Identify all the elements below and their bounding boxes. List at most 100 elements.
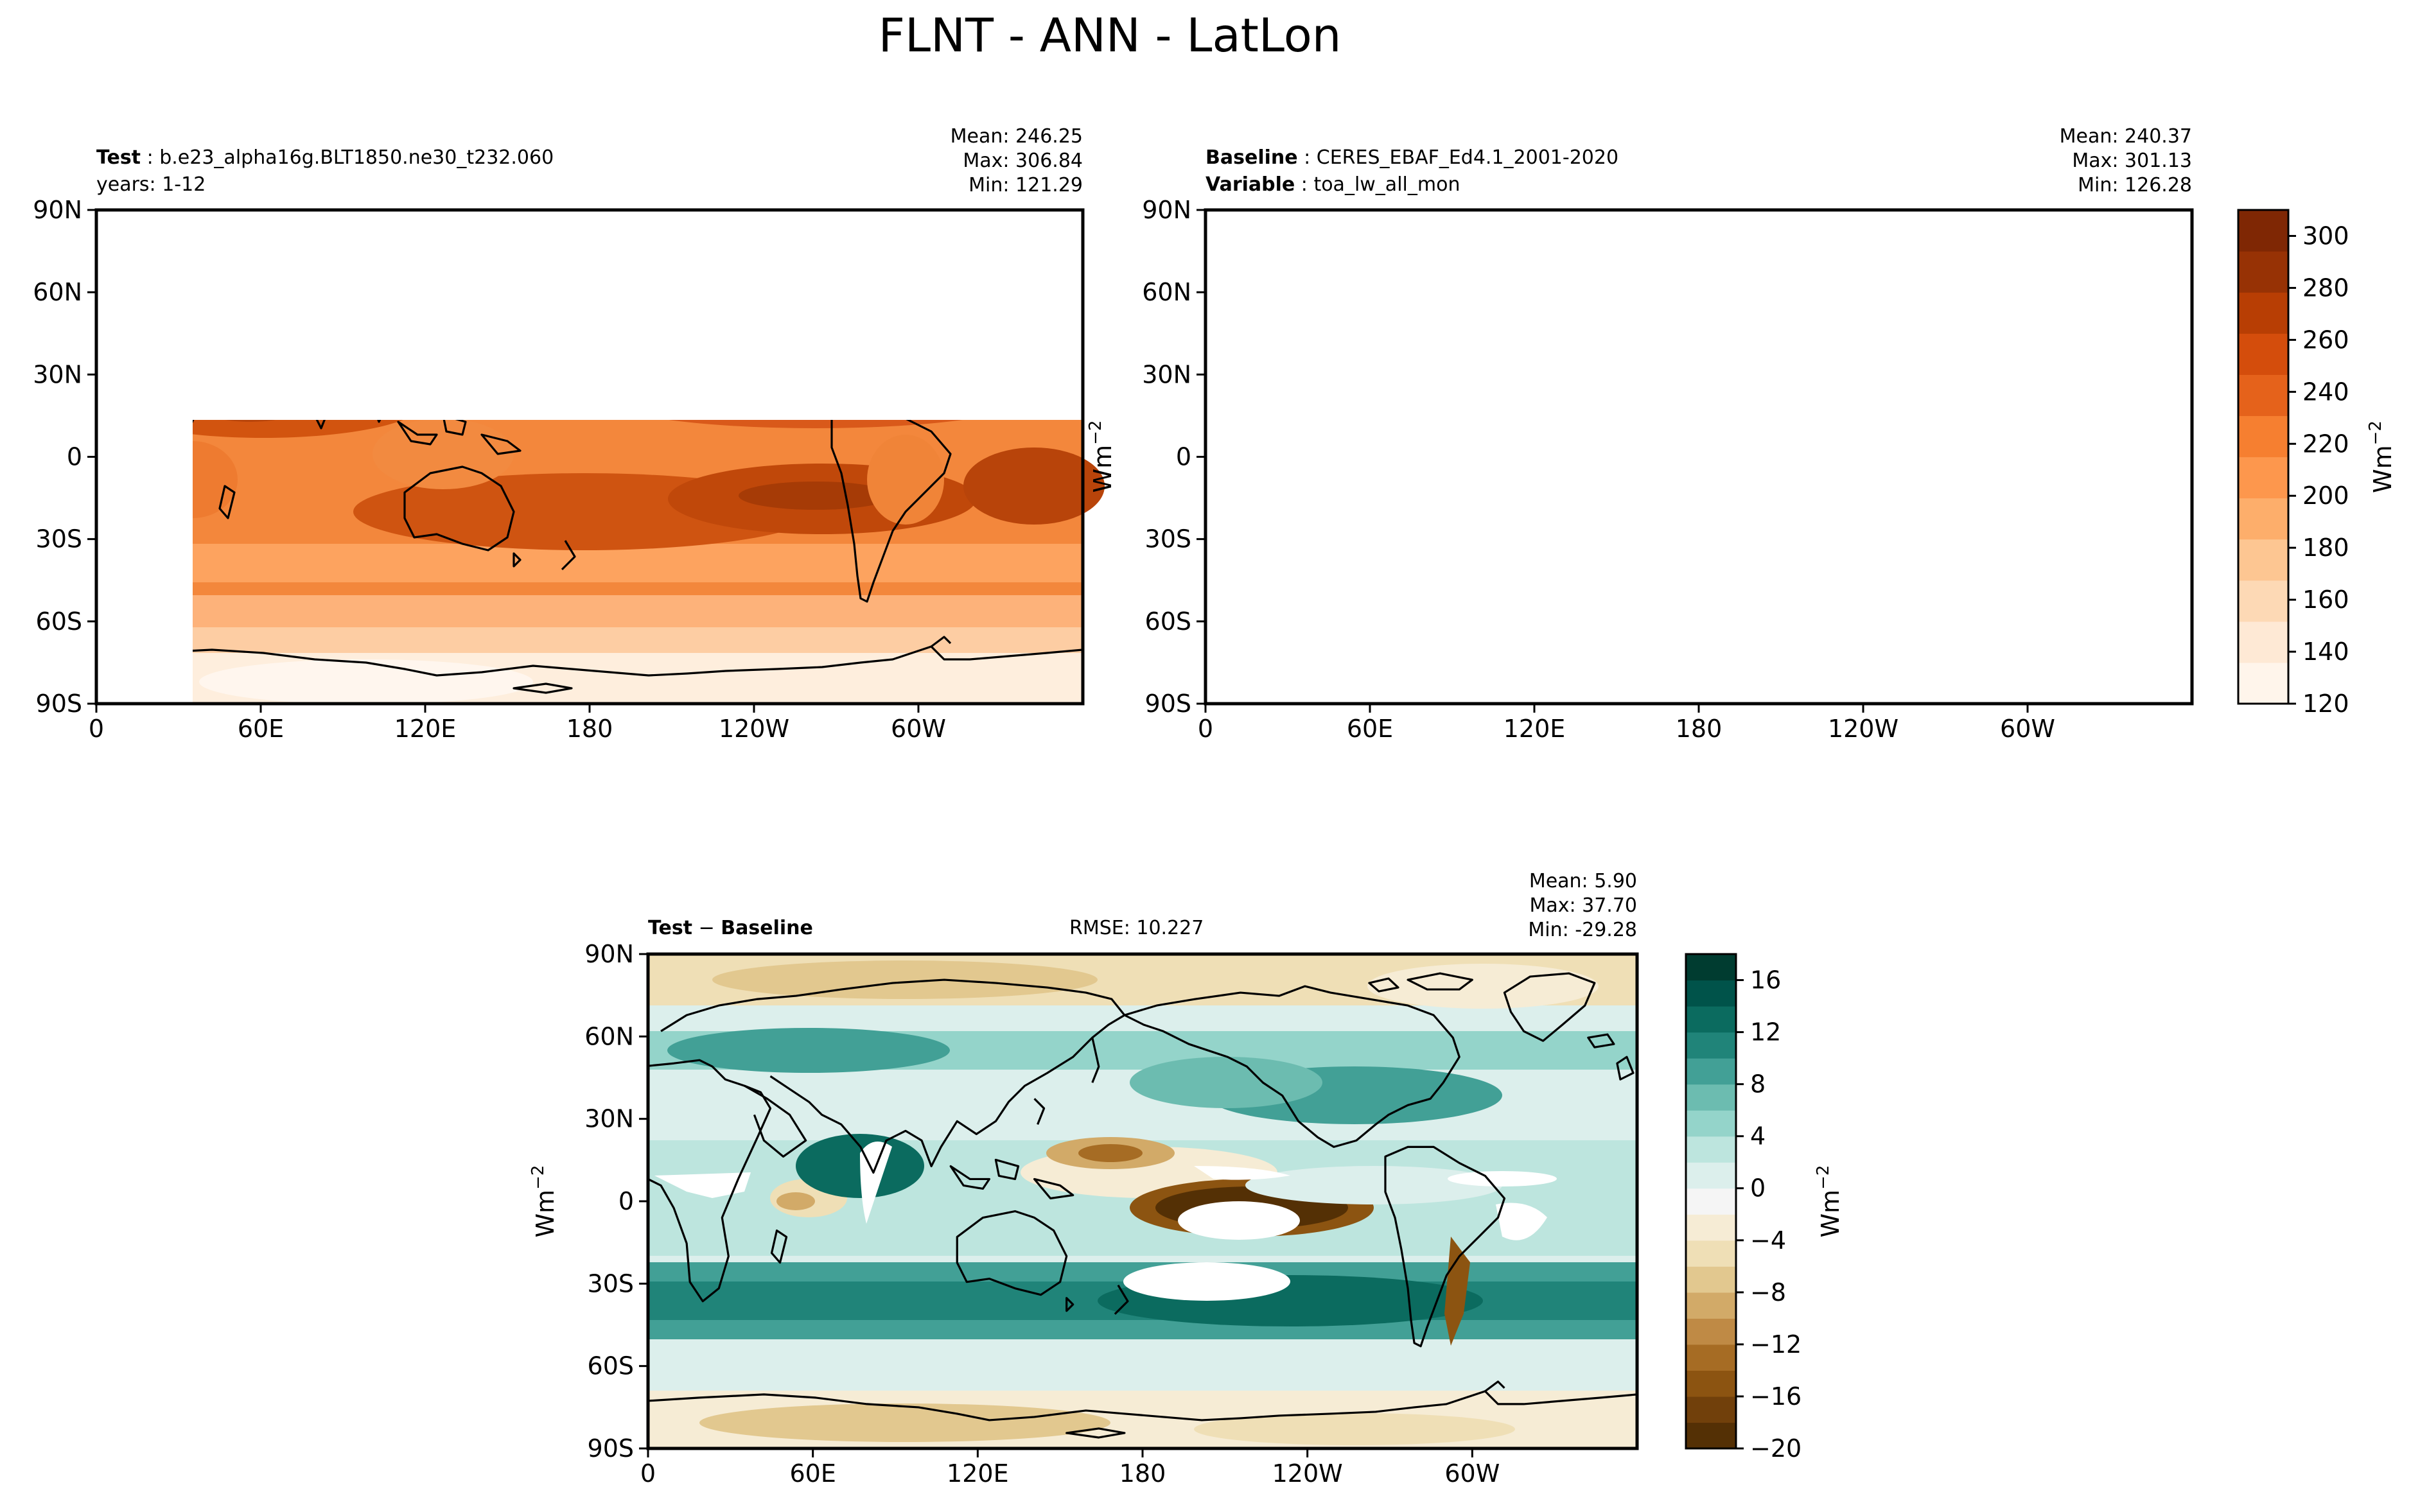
colorbar2-swatch (1686, 1110, 1736, 1137)
baseline-ytick-label: 30S (1145, 525, 1191, 553)
colorbar2-swatch (1686, 1422, 1736, 1449)
figure-title: FLNT - ANN - LatLon (879, 8, 1342, 62)
colorbar2-swatch (1686, 1162, 1736, 1189)
test-xtick-label: 60E (238, 715, 284, 743)
test-stat-min: Min: 121.29 (969, 174, 1083, 196)
baseline-xtick-label: 0 (1198, 715, 1213, 743)
difference-xtick-label: 120W (1272, 1459, 1343, 1488)
test-ytick-label: 0 (67, 443, 82, 471)
colorbar2-swatch (1686, 1084, 1736, 1111)
test-xtick-label: 120W (719, 715, 789, 743)
mid-ylabel: Wm−2 (1086, 421, 1117, 493)
difference-stat-max: Max: 37.70 (1529, 894, 1637, 917)
difference-colorbar: 16 12 8 4 0 −4 −8 −12 −16 −20 Wm−2 (1685, 953, 1845, 1463)
baseline-stat-mean: Mean: 240.37 (2060, 125, 2192, 148)
baseline-stat-max: Max: 301.13 (2072, 150, 2192, 172)
colorbar1-tick-label: 300 (2302, 222, 2349, 250)
difference-ytick-label: 90N (584, 940, 634, 968)
colorbar2-tick-label: 4 (1750, 1122, 1766, 1151)
colorbar1-label: Wm−2 (2366, 421, 2397, 493)
baseline-stat-min: Min: 126.28 (2078, 174, 2192, 196)
difference-ylabel: Wm−2 (529, 1165, 559, 1238)
difference-panel: Test − Baseline RMSE: 10.227 Mean: 5.90 … (529, 870, 1639, 1488)
difference-rmse: RMSE: 10.227 (1069, 917, 1204, 939)
test-xtick-label: 180 (566, 715, 613, 743)
test-stat-mean: Mean: 246.25 (951, 125, 1083, 148)
colorbar1-swatch (2238, 498, 2288, 540)
baseline-ytick-label: 30N (1142, 360, 1191, 388)
difference-axes: 0 60E 120E 180 120W 60W 90N 60N 30N 0 30S 60S 90S (584, 940, 1500, 1488)
difference-xtick-label: 0 (640, 1459, 656, 1488)
colorbar2-label: Wm−2 (1814, 1165, 1845, 1238)
difference-xtick-label: 120E (947, 1459, 1009, 1488)
difference-ytick-label: 60S (588, 1352, 634, 1380)
baseline-xtick-label: 120E (1504, 715, 1566, 743)
baseline-axes: 0 60E 120E 180 120W 60W 90N 60N 30N 0 30S 60S 90S (1142, 196, 2055, 743)
test-ytick-label: 60N (33, 278, 82, 306)
test-ytick-label: 30N (33, 360, 82, 388)
colorbar2-tick-label: 8 (1750, 1070, 1766, 1099)
colorbar2-swatch (1686, 1006, 1736, 1033)
baseline-ytick-label: 60N (1142, 278, 1191, 306)
colorbar2-swatch (1686, 1058, 1736, 1085)
baseline-panel: Baseline : CERES_EBAF_Ed4.1_2001-2020 Va… (1086, 125, 2194, 743)
test-xtick-label: 0 (89, 715, 104, 743)
baseline-label: Baseline : CERES_EBAF_Ed4.1_2001-2020 (1206, 146, 1618, 169)
difference-ytick-label: 90S (588, 1434, 634, 1463)
colorbar2-tick-label: −16 (1750, 1382, 1802, 1411)
colorbar2-swatch (1686, 1240, 1736, 1267)
difference-stat-mean: Mean: 5.90 (1529, 870, 1637, 892)
baseline-colorbar: 120 140 160 180 200 220 240 260 280 300 Wm−2 (2237, 209, 2397, 718)
baseline-xtick-label: 60W (2000, 715, 2055, 743)
difference-xtick-label: 180 (1119, 1459, 1166, 1488)
difference-xtick-label: 60W (1444, 1459, 1500, 1488)
colorbar1-swatch (2238, 456, 2288, 499)
colorbar2-swatch (1686, 1188, 1736, 1215)
colorbar2-tick-label: −20 (1750, 1434, 1802, 1463)
baseline-ytick-label: 90S (1145, 690, 1191, 718)
colorbar1-tick-label: 280 (2302, 274, 2349, 302)
difference-xtick-label: 60E (789, 1459, 836, 1488)
colorbar1-tick-label: 120 (2302, 690, 2349, 718)
test-axes: 0 60E 120E 180 120W 60W 90N 60N 30N 0 30S 60S 90S (33, 196, 946, 743)
test-ytick-label: 90N (33, 196, 82, 224)
colorbar1-tick-label: 200 (2302, 482, 2349, 510)
difference-label: Test − Baseline (648, 917, 813, 939)
test-xtick-label: 120E (394, 715, 457, 743)
colorbar2-swatch (1686, 1136, 1736, 1163)
difference-stat-min: Min: -29.28 (1528, 919, 1637, 941)
colorbar1-tick-label: 220 (2302, 430, 2349, 458)
colorbar2-swatch (1686, 1214, 1736, 1241)
baseline-ytick-label: 0 (1176, 443, 1191, 471)
test-stat-max: Max: 306.84 (963, 150, 1083, 172)
colorbar1-swatch (2238, 292, 2288, 334)
colorbar1-tick-label: 160 (2302, 586, 2349, 614)
colorbar2-tick-label: 0 (1750, 1174, 1766, 1203)
colorbar1-swatch (2238, 374, 2288, 417)
baseline-xtick-label: 60E (1347, 715, 1393, 743)
colorbar2-tick-label: −12 (1750, 1330, 1802, 1359)
test-ytick-label: 30S (36, 525, 82, 553)
colorbar2-frame (1685, 953, 1737, 1450)
colorbar2-swatch (1686, 1370, 1736, 1397)
test-label: Test : b.e23_alpha16g.BLT1850.ne30_t232.… (96, 146, 554, 169)
difference-ytick-label: 30S (588, 1269, 634, 1298)
colorbar1-swatch (2238, 415, 2288, 458)
baseline-ytick-label: 90N (1142, 196, 1191, 224)
colorbar2-swatch (1686, 1344, 1736, 1371)
colorbar2-swatch (1686, 954, 1736, 981)
colorbar1-tick-label: 240 (2302, 378, 2349, 406)
colorbar1-swatch (2238, 539, 2288, 581)
test-xtick-label: 60W (891, 715, 946, 743)
difference-ytick-label: 30N (584, 1105, 634, 1133)
colorbar2-tick-label: 12 (1750, 1018, 1781, 1047)
colorbar2-swatch (1686, 980, 1736, 1007)
colorbar1-swatch (2238, 251, 2288, 293)
difference-ytick-label: 0 (618, 1187, 634, 1215)
colorbar1-swatch (2238, 580, 2288, 622)
test-ytick-label: 60S (36, 607, 82, 636)
colorbar1-tick-label: 260 (2302, 326, 2349, 354)
baseline-xtick-label: 180 (1676, 715, 1723, 743)
colorbar2-swatch (1686, 1318, 1736, 1345)
